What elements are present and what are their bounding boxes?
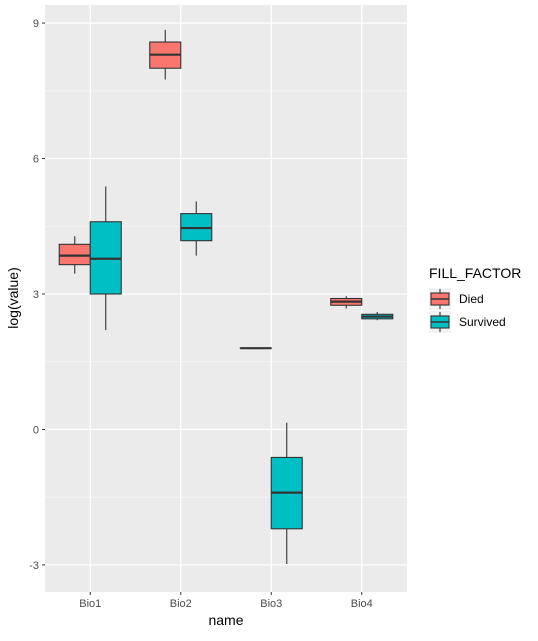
y-tick-label: 0 bbox=[33, 424, 39, 436]
x-axis-title: name bbox=[208, 612, 243, 628]
legend-title: FILL_FACTOR bbox=[429, 265, 521, 281]
legend: FILL_FACTOR Died Survived bbox=[429, 265, 521, 333]
x-tick-label: Bio2 bbox=[170, 598, 192, 610]
y-tick-label: 6 bbox=[33, 154, 39, 166]
legend-item-survived: Survived bbox=[429, 311, 506, 333]
x-tick-label: Bio1 bbox=[79, 598, 101, 610]
box-body bbox=[59, 244, 90, 264]
legend-item-died: Died bbox=[429, 288, 484, 310]
y-tick-label: 3 bbox=[33, 289, 39, 301]
x-tick-label: Bio4 bbox=[351, 598, 373, 610]
y-tick-label: 9 bbox=[33, 18, 39, 30]
x-tick-label: Bio3 bbox=[260, 598, 282, 610]
y-axis-title: log(value) bbox=[5, 267, 21, 328]
legend-label: Survived bbox=[459, 315, 506, 329]
y-axis: -3 0 3 6 9 bbox=[29, 18, 45, 572]
legend-label: Died bbox=[459, 292, 484, 306]
x-axis: Bio1 Bio2 Bio3 Bio4 bbox=[79, 592, 373, 610]
y-tick-label: -3 bbox=[29, 560, 39, 572]
